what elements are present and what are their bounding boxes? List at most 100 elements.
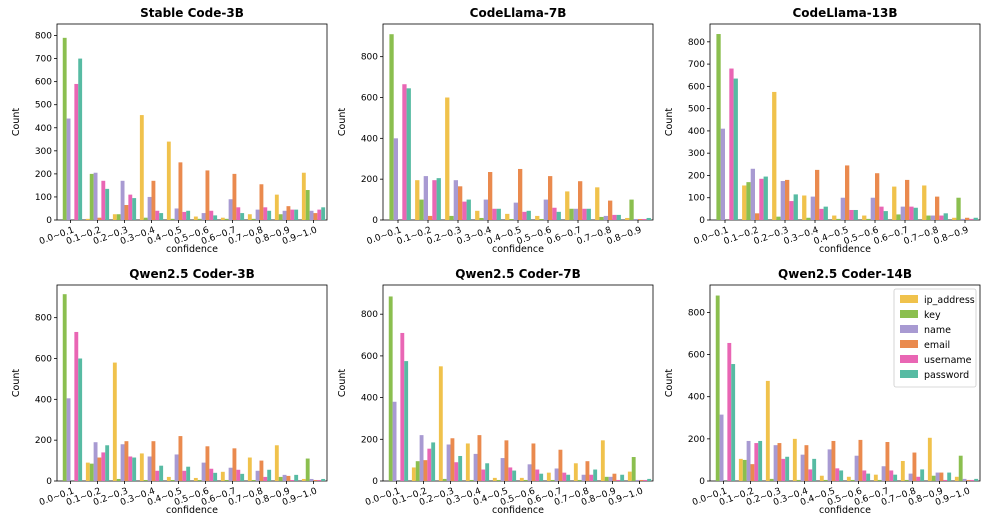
bar-name — [800, 454, 805, 481]
bar-email — [518, 168, 523, 220]
bar-password — [132, 457, 137, 481]
bar-name — [900, 206, 905, 220]
bar-email — [585, 461, 590, 481]
y-tick-label: 0 — [699, 477, 705, 487]
y-axis-label: Count — [337, 369, 348, 397]
bar-username — [970, 479, 975, 481]
bar-key — [419, 199, 424, 220]
bar-username — [562, 472, 567, 481]
bar-name — [201, 462, 206, 481]
bar-username — [492, 208, 497, 220]
y-tick-label: 0 — [699, 216, 705, 226]
y-tick-label: 600 — [361, 94, 378, 104]
bar-key — [442, 478, 447, 481]
bar-key — [170, 218, 175, 220]
legend-entry-key: key — [900, 310, 941, 321]
bar-password — [78, 58, 83, 221]
bar-password — [566, 474, 571, 481]
bar-key — [523, 479, 528, 481]
bar-name — [393, 138, 398, 220]
bar-ip-address — [445, 97, 450, 220]
bar-key — [224, 218, 229, 220]
bar-name — [282, 210, 287, 220]
bar-password — [883, 211, 888, 220]
x-tick-label: 0.8~0.9 — [933, 225, 971, 247]
bar-username — [819, 208, 824, 220]
bar-password — [947, 472, 952, 481]
bar-username — [616, 479, 621, 481]
bar-name — [147, 196, 152, 220]
bar-password — [731, 364, 736, 481]
bar-username — [182, 470, 187, 481]
y-tick-label: 800 — [35, 314, 52, 324]
bar-password — [733, 78, 738, 221]
y-tick-label: 300 — [688, 149, 705, 159]
bar-email — [638, 218, 643, 220]
bar-key — [569, 208, 574, 220]
bar-ip-address — [475, 210, 480, 220]
bar-ip-address — [492, 477, 497, 481]
bar-password — [436, 178, 441, 220]
bar-key — [796, 479, 801, 481]
legend-label: email — [924, 340, 950, 351]
bar-key — [224, 479, 229, 481]
bar-name — [419, 435, 424, 481]
bar-ip-address — [519, 477, 524, 481]
bar-email — [548, 176, 553, 220]
bar-key — [388, 296, 393, 481]
legend-label: username — [924, 355, 972, 366]
bar-ip-address — [301, 478, 306, 481]
bar-password — [213, 472, 218, 481]
bar-key — [143, 479, 148, 481]
bar-username — [400, 332, 405, 481]
bar-password — [321, 478, 326, 481]
bar-ip-address — [595, 187, 600, 220]
y-axis-label: Count — [11, 108, 22, 136]
bar-name — [746, 440, 751, 481]
bar-username — [481, 469, 486, 481]
bar-username — [236, 469, 241, 481]
bar-name — [513, 202, 518, 220]
y-tick-label: 300 — [35, 147, 52, 157]
bar-ip-address — [565, 191, 570, 220]
bar-password — [321, 207, 326, 220]
bar-password — [78, 358, 83, 481]
y-axis-label: Count — [664, 369, 675, 397]
bar-key — [836, 218, 841, 220]
y-tick-label: 400 — [688, 393, 705, 403]
bar-key — [604, 476, 609, 481]
y-tick-label: 700 — [35, 55, 52, 65]
bar-email — [450, 438, 455, 481]
legend-swatch — [900, 340, 918, 348]
bar-name — [66, 398, 71, 481]
bar-ip-address — [832, 215, 837, 220]
bar-username — [879, 206, 884, 220]
bar-key — [931, 475, 936, 481]
bar-name — [633, 218, 638, 220]
bar-key — [251, 479, 256, 481]
bar-email — [428, 215, 433, 220]
y-axis-label: Count — [664, 108, 675, 136]
bar-username — [589, 474, 594, 481]
bar-password — [539, 473, 544, 481]
bar-username — [462, 201, 467, 220]
bar-name — [608, 476, 613, 481]
bar-ip-address — [415, 180, 420, 220]
bar-email — [232, 173, 237, 220]
bar-key — [769, 478, 774, 481]
chart-title: Qwen2.5 Coder-14B — [778, 267, 912, 281]
y-tick-label: 200 — [35, 170, 52, 180]
bar-ip-address — [220, 217, 225, 220]
bar-name — [473, 453, 478, 481]
bar-key — [389, 34, 394, 221]
bar-name — [423, 176, 428, 220]
legend-label: name — [924, 325, 951, 336]
bar-password — [485, 463, 490, 481]
bar-password — [240, 213, 245, 220]
bar-username — [582, 208, 587, 220]
bar-key — [577, 479, 582, 481]
bar-key — [958, 455, 963, 481]
bar-email — [232, 448, 237, 481]
bar-ip-address — [819, 475, 824, 481]
